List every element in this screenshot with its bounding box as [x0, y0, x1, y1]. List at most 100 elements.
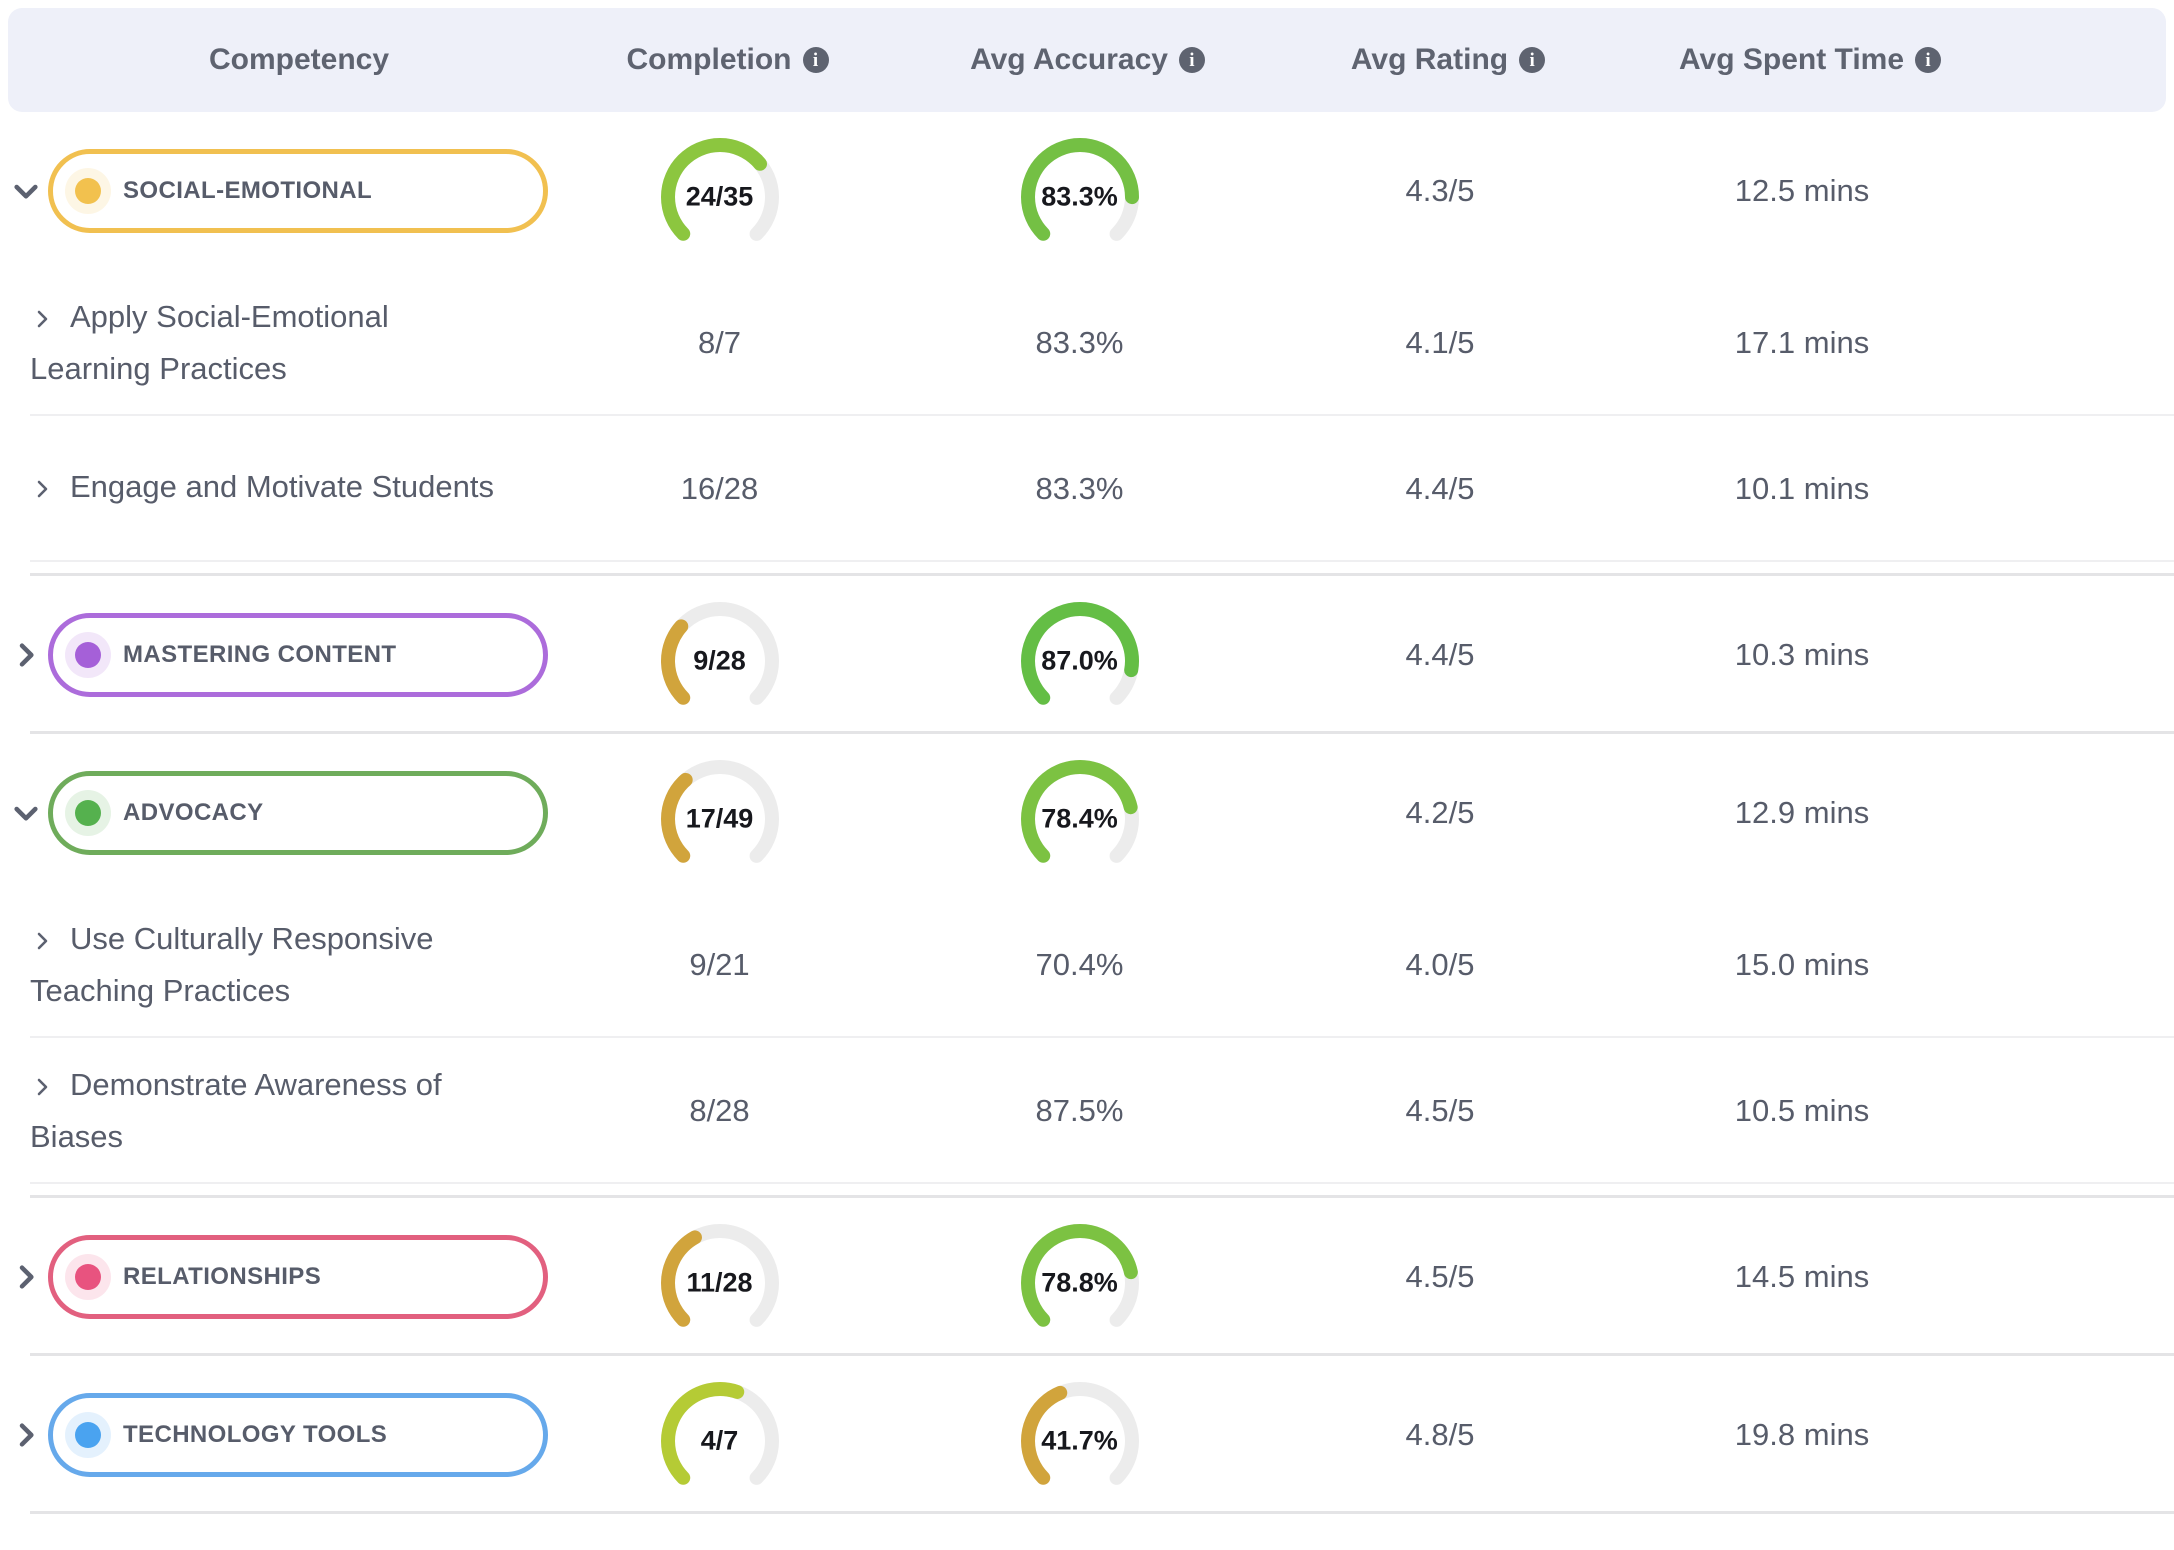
column-header-avg-spent-time: Avg Spent Time i	[1586, 43, 2034, 77]
avg-rating-value: 4.5/5	[1405, 1093, 1475, 1128]
subcompetency-label: Demonstrate Awareness of Biases	[30, 1067, 442, 1154]
avg-rating-value: 4.5/5	[1405, 1259, 1475, 1294]
completion-value: 9/21	[689, 947, 750, 982]
column-header-label: Avg Accuracy	[970, 43, 1168, 76]
avg-spent-time-value: 12.9 mins	[1734, 795, 1870, 830]
chevron-right-icon[interactable]	[30, 297, 54, 345]
completion-gauge: 4/7	[655, 1379, 785, 1500]
info-icon[interactable]: i	[802, 47, 829, 73]
avg-spent-time-value: 10.3 mins	[1734, 637, 1870, 672]
avg-spent-time-value: 14.5 mins	[1734, 1259, 1870, 1294]
column-header-avg-accuracy: Avg Accuracy i	[865, 43, 1310, 77]
accuracy-gauge: 87.0%	[1015, 599, 1145, 720]
completion-value: 8/28	[689, 1093, 750, 1128]
chevron-right-icon[interactable]	[0, 1419, 48, 1451]
chevron-down-icon[interactable]	[0, 797, 48, 829]
gauge-value-label: 24/35	[685, 181, 754, 212]
accuracy-value: 70.4%	[1035, 947, 1124, 982]
competency-label: TECHNOLOGY TOOLS	[123, 1421, 388, 1448]
accuracy-gauge: 78.8%	[1015, 1221, 1145, 1342]
avg-rating-value: 4.4/5	[1405, 471, 1475, 506]
competency-row[interactable]: TECHNOLOGY TOOLS 4/7 41.7% 4.8/5 19.8 mi…	[0, 1356, 2174, 1514]
avg-rating-value: 4.3/5	[1405, 173, 1475, 208]
competency-pill[interactable]: SOCIAL-EMOTIONAL	[48, 149, 548, 233]
competency-row[interactable]: RELATIONSHIPS 11/28 78.8% 4.5/5 14.5 min…	[0, 1198, 2174, 1356]
competency-section: MASTERING CONTENT 9/28 87.0% 4.4/5 10.3 …	[0, 576, 2174, 734]
competency-pill[interactable]: RELATIONSHIPS	[48, 1235, 548, 1319]
avg-spent-time-value: 10.5 mins	[1734, 1093, 1870, 1128]
competency-dot	[75, 642, 101, 668]
competency-row[interactable]: MASTERING CONTENT 9/28 87.0% 4.4/5 10.3 …	[0, 576, 2174, 734]
avg-spent-time-value: 10.1 mins	[1734, 471, 1870, 506]
info-icon[interactable]: i	[1519, 47, 1546, 73]
avg-rating-value: 4.8/5	[1405, 1417, 1475, 1452]
subcompetency-label: Use Culturally Responsive Teaching Pract…	[30, 921, 434, 1008]
avg-spent-time-value: 15.0 mins	[1734, 947, 1870, 982]
gauge-value-label: 87.0%	[1041, 645, 1118, 676]
chevron-down-icon[interactable]	[0, 175, 48, 207]
chevron-right-icon[interactable]	[0, 639, 48, 671]
competency-dot	[75, 1264, 101, 1290]
gauge-value-label: 9/28	[693, 645, 746, 676]
chevron-right-icon[interactable]	[30, 919, 54, 967]
competency-pill[interactable]: ADVOCACY	[48, 771, 548, 855]
competency-dot	[75, 1422, 101, 1448]
gauge-value-label: 4/7	[700, 1425, 739, 1456]
column-header-completion: Completion i	[590, 43, 865, 77]
accuracy-gauge: 83.3%	[1015, 135, 1145, 256]
completion-value: 8/7	[697, 325, 742, 360]
avg-spent-time-value: 12.5 mins	[1734, 173, 1870, 208]
competency-dot	[75, 178, 101, 204]
column-header-competency: Competency	[8, 43, 590, 77]
accuracy-value: 83.3%	[1035, 325, 1124, 360]
accuracy-value: 87.5%	[1035, 1093, 1124, 1128]
table-header: Competency Completion i Avg Accuracy i A…	[8, 8, 2166, 112]
competency-label: SOCIAL-EMOTIONAL	[123, 177, 373, 204]
chevron-right-icon[interactable]	[0, 1261, 48, 1293]
avg-rating-value: 4.4/5	[1405, 637, 1475, 672]
avg-spent-time-value: 17.1 mins	[1734, 325, 1870, 360]
subcompetency-label: Apply Social-Emotional Learning Practice…	[30, 299, 389, 386]
accuracy-gauge: 78.4%	[1015, 757, 1145, 878]
subcompetency-row[interactable]: Use Culturally Responsive Teaching Pract…	[0, 892, 2174, 1038]
completion-value: 16/28	[680, 471, 759, 506]
gauge-value-label: 83.3%	[1041, 181, 1118, 212]
completion-gauge: 24/35	[655, 135, 785, 256]
subcompetency-label: Engage and Motivate Students	[70, 469, 494, 504]
chevron-right-icon[interactable]	[30, 1065, 54, 1113]
avg-rating-value: 4.0/5	[1405, 947, 1475, 982]
subcompetency-row[interactable]: Apply Social-Emotional Learning Practice…	[0, 270, 2174, 416]
competency-dot	[75, 800, 101, 826]
completion-gauge: 9/28	[655, 599, 785, 720]
completion-gauge: 11/28	[655, 1221, 785, 1342]
competency-label: MASTERING CONTENT	[123, 641, 397, 668]
column-header-label: Avg Rating	[1350, 43, 1509, 76]
competency-section: TECHNOLOGY TOOLS 4/7 41.7% 4.8/5 19.8 mi…	[0, 1356, 2174, 1514]
competency-section: RELATIONSHIPS 11/28 78.8% 4.5/5 14.5 min…	[0, 1198, 2174, 1356]
gauge-value-label: 78.4%	[1041, 803, 1118, 834]
column-header-label: Competency	[208, 43, 390, 76]
gauge-value-label: 17/49	[685, 803, 754, 834]
competency-section: ADVOCACY 17/49 78.4% 4.2/5 12.9 mins Use…	[0, 734, 2174, 1198]
competency-pill[interactable]: MASTERING CONTENT	[48, 613, 548, 697]
accuracy-gauge: 41.7%	[1015, 1379, 1145, 1500]
column-header-label: Completion	[626, 43, 792, 76]
chevron-right-icon[interactable]	[30, 467, 54, 515]
avg-rating-value: 4.1/5	[1405, 325, 1475, 360]
avg-rating-value: 4.2/5	[1405, 795, 1475, 830]
subcompetency-row[interactable]: Engage and Motivate Students 16/28 83.3%…	[0, 416, 2174, 562]
info-icon[interactable]: i	[1178, 47, 1205, 73]
competency-label: ADVOCACY	[123, 799, 264, 826]
competency-row[interactable]: ADVOCACY 17/49 78.4% 4.2/5 12.9 mins	[0, 734, 2174, 892]
gauge-value-label: 78.8%	[1041, 1267, 1118, 1298]
subcompetency-row[interactable]: Demonstrate Awareness of Biases 8/28 87.…	[0, 1038, 2174, 1184]
competency-section: SOCIAL-EMOTIONAL 24/35 83.3% 4.3/5 12.5 …	[0, 112, 2174, 576]
competency-row[interactable]: SOCIAL-EMOTIONAL 24/35 83.3% 4.3/5 12.5 …	[0, 112, 2174, 270]
competency-pill[interactable]: TECHNOLOGY TOOLS	[48, 1393, 548, 1477]
table-body: SOCIAL-EMOTIONAL 24/35 83.3% 4.3/5 12.5 …	[0, 112, 2174, 1514]
accuracy-value: 83.3%	[1035, 471, 1124, 506]
info-icon[interactable]: i	[1915, 47, 1942, 73]
column-header-avg-rating: Avg Rating i	[1310, 43, 1586, 77]
avg-spent-time-value: 19.8 mins	[1734, 1417, 1870, 1452]
column-header-label: Avg Spent Time	[1678, 43, 1905, 76]
